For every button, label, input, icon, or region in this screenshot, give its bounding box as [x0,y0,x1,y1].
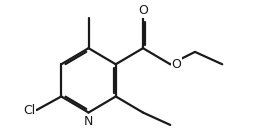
Text: O: O [171,58,181,71]
Text: O: O [138,4,148,17]
Text: N: N [84,115,93,128]
Text: Cl: Cl [23,104,35,117]
